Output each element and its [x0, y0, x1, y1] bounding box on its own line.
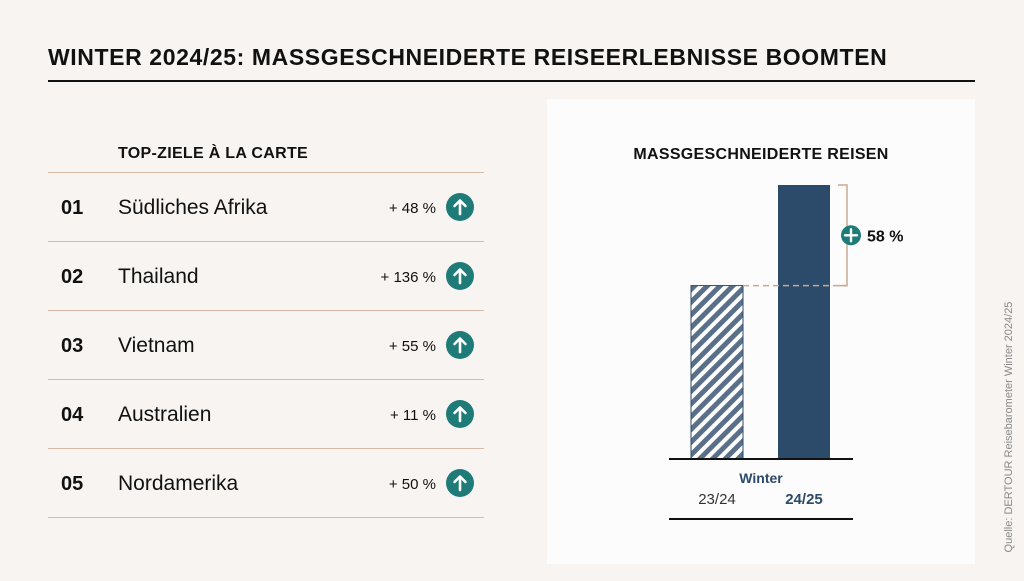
x-tick-label: 23/24: [698, 491, 736, 508]
list-item: 01 Südliches Afrika + 48 %: [48, 173, 484, 241]
source-note: Quelle: DERTOUR Reisebarometer Winter 20…: [1003, 301, 1015, 553]
arrow-up-icon: [446, 331, 474, 359]
change-value: + 48 %: [388, 200, 436, 217]
group-label: Winter: [739, 470, 783, 486]
destination-name: Südliches Afrika: [118, 196, 268, 219]
bar-24-25: [778, 185, 830, 459]
page-title: WINTER 2024/25: MASSGESCHNEIDERTE REISEE…: [48, 44, 888, 70]
rank-number: 02: [61, 266, 84, 288]
list-item: 03 Vietnam + 55 %: [48, 311, 484, 379]
row-divider: [48, 310, 484, 311]
rank-number: 04: [61, 404, 84, 426]
increase-label: 58 %: [867, 228, 903, 245]
row-divider: [48, 241, 484, 242]
list-item: 02 Thailand + 136 %: [48, 242, 484, 310]
row-divider: [48, 448, 484, 449]
rank-number: 05: [61, 473, 84, 495]
x-tick-label: 24/25: [785, 491, 823, 508]
change-value: + 11 %: [389, 407, 436, 424]
rank-number: 01: [61, 197, 84, 219]
destination-name: Australien: [118, 403, 212, 426]
arrow-up-icon: [446, 469, 474, 497]
arrow-up-icon: [446, 193, 474, 221]
title-divider: [48, 80, 975, 82]
arrow-up-icon: [446, 400, 474, 428]
arrow-up-icon: [446, 262, 474, 290]
row-divider: [48, 172, 484, 173]
change-value: + 55 %: [388, 338, 436, 355]
rank-number: 03: [61, 335, 84, 357]
destination-list: 01 Südliches Afrika + 48 % 02 Thailand +…: [48, 172, 484, 518]
change-value: + 136 %: [380, 269, 436, 286]
chart-title: MASSGESCHNEIDERTE REISEN: [633, 146, 889, 163]
list-header: TOP-ZIELE À LA CARTE: [118, 145, 308, 162]
destination-name: Thailand: [118, 265, 199, 288]
chart-panel: MASSGESCHNEIDERTE REISEN 58 % Winter 23/24…: [547, 99, 975, 564]
row-divider: [48, 517, 484, 518]
list-item: 05 Nordamerika + 50 %: [48, 449, 484, 517]
list-item: 04 Australien + 11 %: [48, 380, 484, 448]
bar-23-24: [690, 285, 744, 460]
destination-name: Vietnam: [118, 334, 195, 357]
destination-name: Nordamerika: [118, 472, 239, 495]
change-value: + 50 %: [388, 476, 436, 493]
row-divider: [48, 379, 484, 380]
plus-icon-glyph: [843, 228, 859, 243]
